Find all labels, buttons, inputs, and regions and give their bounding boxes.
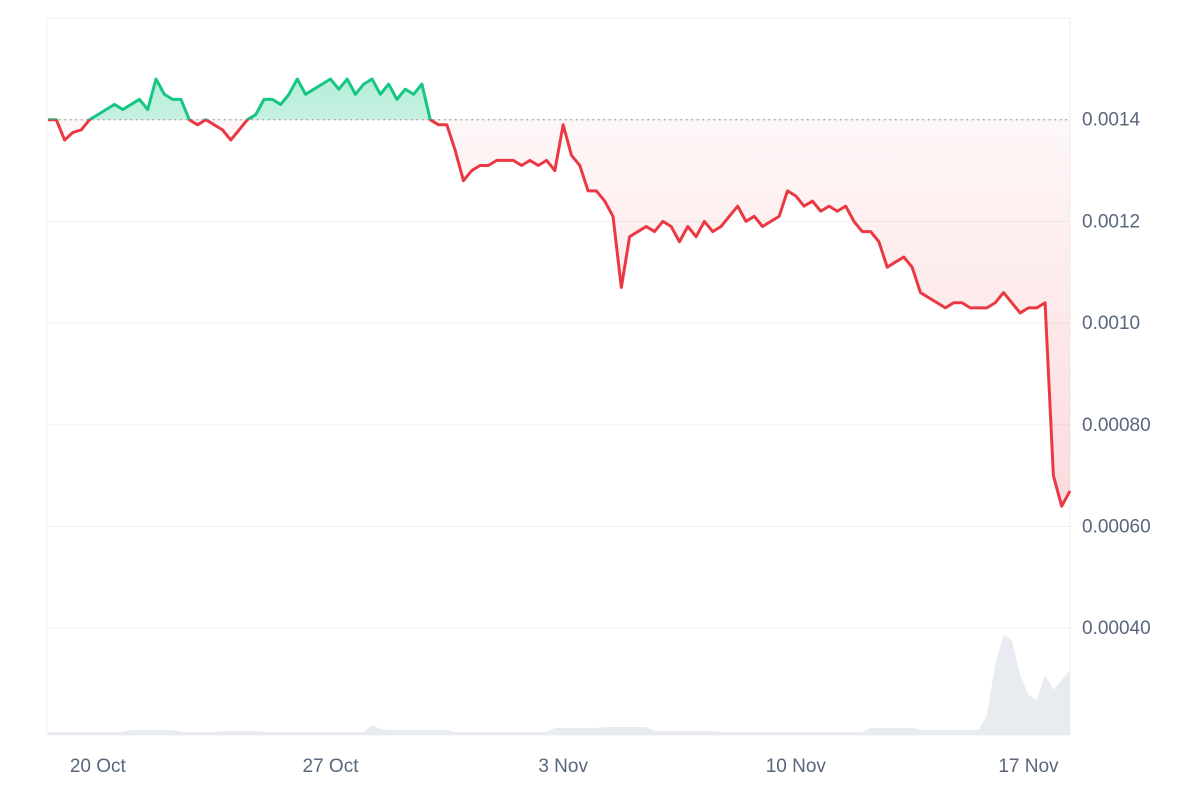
y-tick-label: 0.0012 (1082, 211, 1140, 232)
x-tick-label: 10 Nov (766, 756, 827, 777)
x-tick-label: 3 Nov (538, 756, 588, 777)
x-tick-label: 20 Oct (70, 756, 127, 777)
x-tick-label: 27 Oct (303, 756, 360, 777)
x-tick-label: 17 Nov (998, 756, 1059, 777)
y-tick-label: 0.00060 (1082, 517, 1151, 538)
y-tick-label: 0.0010 (1082, 313, 1140, 334)
price-line (48, 77, 1072, 508)
y-tick-label: 0.00080 (1082, 415, 1151, 436)
volume-area (48, 635, 1070, 735)
y-tick-label: 0.0014 (1082, 110, 1141, 131)
y-tick-label: 0.00040 (1082, 618, 1151, 639)
price-area (48, 79, 1070, 507)
